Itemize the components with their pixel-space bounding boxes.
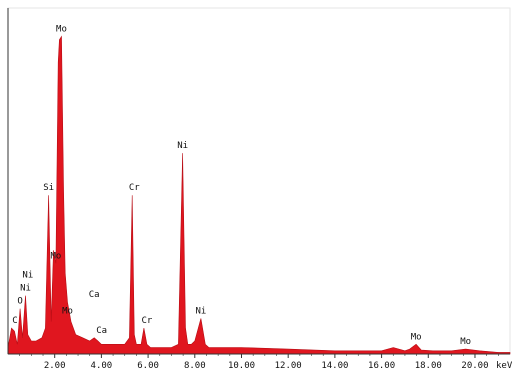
peak-label: Ca bbox=[96, 326, 107, 336]
peak-label: Mo bbox=[50, 251, 61, 261]
spectrum-area bbox=[7, 35, 511, 355]
peak-label: Mo bbox=[411, 332, 422, 342]
x-tick-label: 10.00 bbox=[228, 361, 255, 371]
x-tick-label: 4.00 bbox=[91, 361, 113, 371]
x-tick-label: 12.00 bbox=[275, 361, 302, 371]
peak-label: Ca bbox=[89, 290, 100, 300]
x-tick-label: 2.00 bbox=[44, 361, 66, 371]
peak-label: C bbox=[12, 316, 17, 326]
peak-label: Mo bbox=[62, 306, 73, 316]
peak-label: Ni bbox=[177, 141, 188, 151]
x-tick-label: 18.00 bbox=[415, 361, 442, 371]
peak-label: Cr bbox=[129, 183, 140, 193]
peak-label: Cr bbox=[142, 316, 153, 326]
x-tick-label: 20.00 bbox=[461, 361, 488, 371]
peak-label: Ni bbox=[195, 306, 206, 316]
x-ticks: 2.00 4.00 6.00 8.00 10.00 12.00 14.00 16.00 18.0… bbox=[19, 354, 499, 371]
x-axis-unit-label: keV bbox=[496, 361, 513, 371]
peak-label: O bbox=[17, 297, 22, 307]
peak-label: Si bbox=[43, 183, 54, 193]
plot-border bbox=[7, 7, 511, 355]
x-tick-label: 14.00 bbox=[321, 361, 348, 371]
peak-label: Ni bbox=[22, 271, 33, 281]
peak-label: Mo bbox=[460, 337, 471, 347]
peak-label: Mo bbox=[56, 24, 67, 34]
peak-label: Ni bbox=[20, 284, 31, 294]
x-tick-label: 16.00 bbox=[368, 361, 395, 371]
peak-labels: CO Ni Ni Si Mo Mo Mo Ca Ca Cr Cr Ni Ni Mo Mo bbox=[12, 24, 471, 347]
x-tick-label: 8.00 bbox=[184, 361, 206, 371]
spectrum-layer bbox=[7, 35, 511, 355]
x-tick-label: 6.00 bbox=[137, 361, 159, 371]
